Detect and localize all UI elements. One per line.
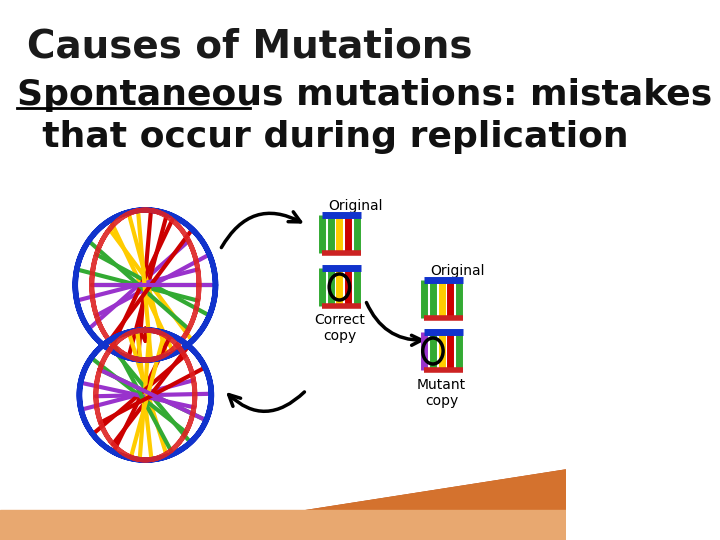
Text: Causes of Mutations: Causes of Mutations: [27, 28, 473, 66]
Text: Spontaneous mutations: mistakes
  that occur during replication: Spontaneous mutations: mistakes that occ…: [17, 78, 713, 154]
Text: Correct
copy: Correct copy: [314, 313, 365, 343]
Text: Original: Original: [431, 264, 485, 278]
Polygon shape: [0, 510, 566, 540]
Polygon shape: [0, 470, 566, 540]
Text: Mutant
copy: Mutant copy: [417, 378, 466, 408]
Polygon shape: [0, 470, 566, 540]
Text: Original: Original: [328, 199, 383, 213]
